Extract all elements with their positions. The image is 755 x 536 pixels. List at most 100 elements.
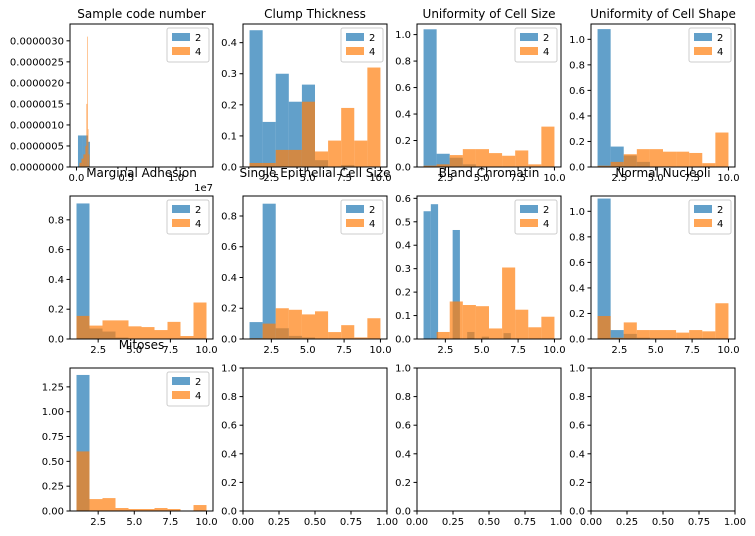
bar-series-4-bin-6 bbox=[141, 509, 155, 511]
axes-frame bbox=[416, 23, 562, 168]
x-tick-label: 10.0 bbox=[717, 345, 739, 356]
bar-series-4-bin-7 bbox=[676, 332, 690, 339]
x-tick-label: 1.00 bbox=[550, 517, 572, 528]
legend-label-4: 4 bbox=[195, 47, 201, 58]
bar-series-4-bin-2 bbox=[436, 164, 450, 167]
legend-label-4: 4 bbox=[195, 391, 201, 402]
y-tick-label: 0.4 bbox=[221, 38, 237, 49]
bar-series-2-bin-1 bbox=[423, 29, 437, 167]
bar-series-4-bin-4 bbox=[115, 320, 129, 339]
y-tick-label: 0.0000000 bbox=[10, 163, 64, 174]
y-tick-label: 0.0 bbox=[221, 335, 237, 346]
bar-series-4-bin-1 bbox=[249, 162, 263, 167]
x-tick-label: 0.50 bbox=[652, 517, 674, 528]
legend-swatch-2 bbox=[520, 205, 538, 213]
legend: 24 bbox=[340, 27, 384, 63]
legend: 24 bbox=[688, 199, 732, 235]
y-tick-label: 0.0 bbox=[395, 507, 411, 518]
legend: 24 bbox=[166, 371, 210, 407]
y-tick-label: 0.4 bbox=[395, 110, 411, 121]
bar-series-4-bin-2 bbox=[610, 337, 624, 339]
y-tick-label: 0.0 bbox=[221, 163, 237, 174]
bar-series-4-bin-4 bbox=[288, 149, 302, 167]
x-tick-label: 2.5 bbox=[437, 173, 453, 184]
x-tick-label: 2.5 bbox=[437, 345, 453, 356]
bar-series-4-bin-1 bbox=[76, 315, 90, 339]
legend-swatch-2 bbox=[172, 377, 190, 385]
y-tick-label: 0.4 bbox=[221, 273, 237, 284]
legend-label-2: 2 bbox=[369, 205, 375, 216]
y-tick-label: 0.8 bbox=[395, 392, 411, 403]
legend-label-4: 4 bbox=[369, 219, 375, 230]
legend-label-2: 2 bbox=[717, 205, 723, 216]
legend-label-4: 4 bbox=[195, 219, 201, 230]
bar-series-4-bin-8 bbox=[88, 154, 90, 167]
legend-swatch-2 bbox=[172, 33, 190, 41]
bar-series-4-bin-6 bbox=[87, 36, 88, 167]
y-tick-label: 0.2 bbox=[221, 100, 237, 111]
bar-series-4-bin-10 bbox=[193, 505, 207, 511]
bar-series-4-bin-4 bbox=[115, 508, 129, 511]
x-tick-label: 10.0 bbox=[195, 517, 217, 528]
legend-swatch-4 bbox=[172, 391, 190, 399]
bar-series-4-bin-9 bbox=[354, 337, 368, 339]
bar-series-4-bin-2 bbox=[89, 325, 103, 339]
x-tick-label: 5.0 bbox=[300, 345, 316, 356]
bar-series-4-bin-1 bbox=[597, 165, 611, 167]
bar-series-4-bin-8 bbox=[689, 152, 703, 167]
bar-series-4-bin-10 bbox=[541, 316, 555, 339]
y-tick-label: 0.8 bbox=[395, 57, 411, 68]
x-tick-label: 5.0 bbox=[126, 345, 142, 356]
subplot-6: 2.5 5.0 7.5 10.0 0.0 0.2 0.4 0.6 0.8 Single Epith… bbox=[221, 166, 391, 356]
legend-label-4: 4 bbox=[543, 219, 549, 230]
bar-series-2-bin-2 bbox=[262, 121, 276, 167]
x-tick-label: 2.5 bbox=[90, 345, 106, 356]
bar-series-4-bin-9 bbox=[354, 140, 368, 167]
legend-label-4: 4 bbox=[717, 219, 723, 230]
y-tick-label: 1.0 bbox=[569, 207, 585, 218]
legend-swatch-4 bbox=[520, 219, 538, 227]
bar-series-4-bin-9 bbox=[702, 331, 716, 339]
x-tick-label: 7.5 bbox=[510, 173, 526, 184]
bar-series-4-bin-8 bbox=[167, 509, 181, 511]
bar-series-4-bin-3 bbox=[275, 149, 289, 167]
axes-frame bbox=[590, 23, 736, 168]
bar-series-4-bin-9 bbox=[528, 327, 542, 339]
y-tick-label: 0.3 bbox=[221, 69, 237, 80]
bar-series-4-bin-2 bbox=[436, 331, 450, 339]
bar-series-4-bin-5 bbox=[128, 509, 142, 511]
x-tick-label: 0.00 bbox=[232, 517, 254, 528]
y-tick-label: 0.0 bbox=[221, 507, 237, 518]
bar-series-4-bin-10 bbox=[715, 303, 729, 339]
y-tick-label: 0.6 bbox=[395, 421, 411, 432]
y-tick-label: 0.5 bbox=[395, 217, 411, 228]
bars-group bbox=[249, 30, 381, 167]
y-tick-label: 1.0 bbox=[395, 30, 411, 41]
x-tick-label: 7.5 bbox=[162, 517, 178, 528]
axes-frame bbox=[242, 23, 388, 168]
bar-series-4-bin-6 bbox=[663, 151, 677, 167]
bars-group bbox=[597, 29, 729, 167]
bar-series-4-bin-7 bbox=[502, 267, 516, 339]
bars-group bbox=[76, 203, 207, 339]
y-tick-label: 0.2 bbox=[395, 478, 411, 489]
y-tick-label: 0.6 bbox=[569, 421, 585, 432]
legend-label-4: 4 bbox=[717, 47, 723, 58]
x-tick-label: 2.5 bbox=[263, 345, 279, 356]
legend-label-4: 4 bbox=[543, 47, 549, 58]
y-tick-label: 0.4 bbox=[395, 449, 411, 460]
legend-label-2: 2 bbox=[195, 33, 201, 44]
x-tick-label: 0.75 bbox=[688, 517, 710, 528]
bar-series-4-bin-10 bbox=[715, 132, 729, 167]
bar-series-2-bin-1 bbox=[597, 198, 611, 339]
subplot-8: 2.5 5.0 7.5 10.0 0.0 0.2 0.4 0.6 0.8 1.0 Normal Nu… bbox=[569, 166, 739, 356]
y-tick-label: 0.6 bbox=[569, 258, 585, 269]
bar-series-4-bin-4 bbox=[636, 149, 650, 167]
bar-series-4-bin-6 bbox=[315, 311, 329, 339]
subplot-title: Bland Chromatin bbox=[439, 166, 540, 180]
y-tick-label: 0.0 bbox=[48, 335, 64, 346]
bar-series-4-bin-7 bbox=[328, 332, 342, 339]
y-tick-label: 0.8 bbox=[569, 60, 585, 71]
x-tick-label: 0.25 bbox=[268, 517, 290, 528]
bars-group bbox=[423, 204, 555, 339]
